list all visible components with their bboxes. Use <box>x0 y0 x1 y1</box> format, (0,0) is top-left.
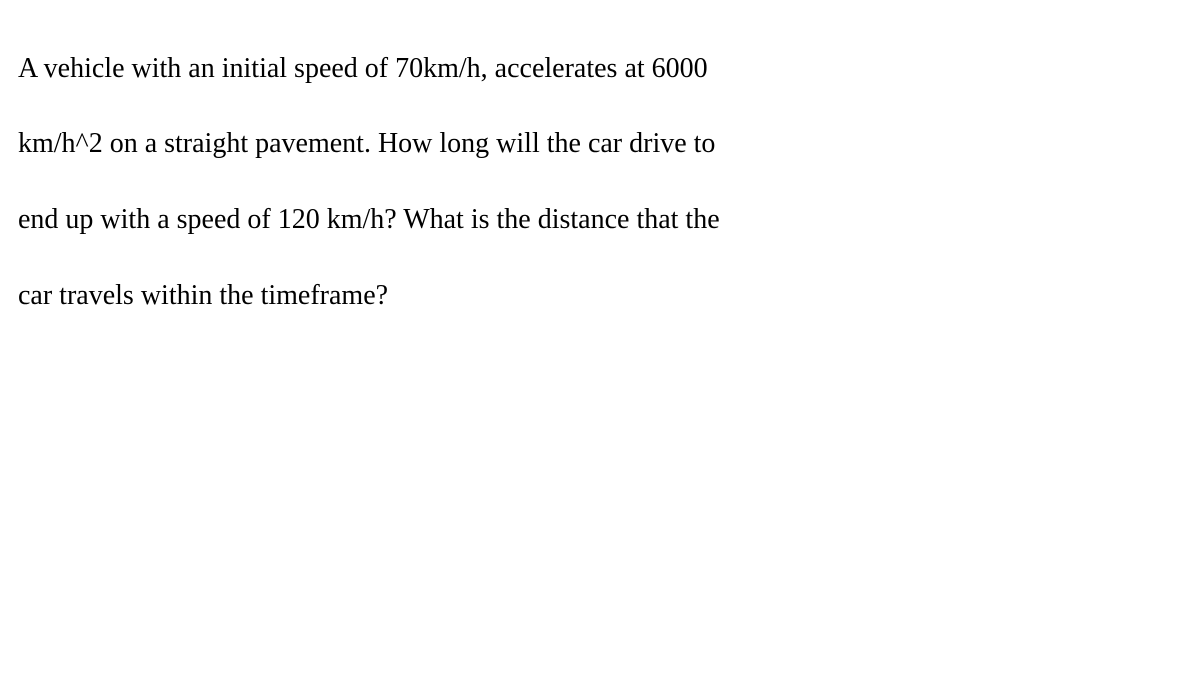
problem-line-2: km/h^2 on a straight pavement. How long … <box>18 128 715 159</box>
problem-line-3: end up with a speed of 120 km/h? What is… <box>18 204 720 235</box>
document-page: A vehicle with an initial speed of 70km/… <box>0 0 1200 326</box>
problem-line-1: A vehicle with an initial speed of 70km/… <box>18 53 708 84</box>
problem-statement: A vehicle with an initial speed of 70km/… <box>18 12 738 314</box>
problem-line-4: car travels within the timeframe? <box>18 280 388 311</box>
